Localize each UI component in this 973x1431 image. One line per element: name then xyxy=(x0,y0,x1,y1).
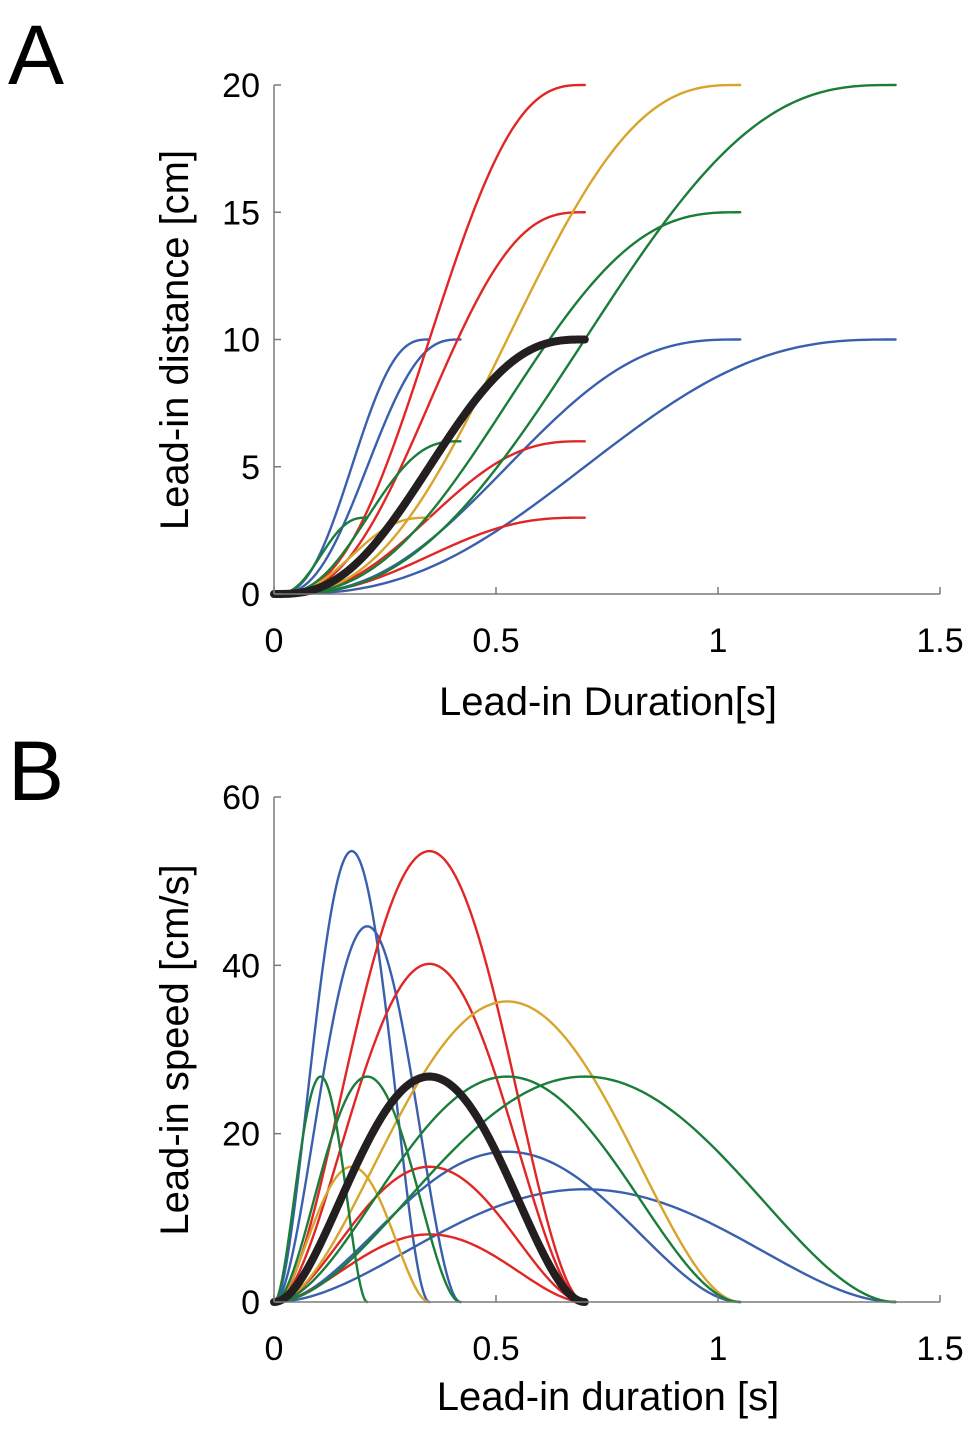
panel-a-y-tick-label: 5 xyxy=(241,449,260,487)
panel-b-series-line xyxy=(272,1165,586,1304)
panel-b-letter: B xyxy=(8,724,64,818)
panel-b-x-tick-label: 1.5 xyxy=(916,1330,963,1368)
panel-a-y-axis-title: Lead-in distance [cm] xyxy=(153,150,197,530)
panel-a-distance-chart: A 0 0.5 1 1.5 0 5 10 15 20 Lead-in Duration[s] L… xyxy=(8,8,964,724)
panel-a-x-tick-label: 1 xyxy=(709,622,728,660)
panel-a-x-axis-title: Lead-in Duration[s] xyxy=(439,680,777,724)
panel-b-y-tick-label: 20 xyxy=(222,1116,260,1154)
panel-a-series-line-highlighted xyxy=(270,335,589,598)
panel-b-series-line xyxy=(272,925,462,1304)
panel-b-axes: 0 0.5 1 1.5 0 20 40 60 xyxy=(222,779,963,1368)
panel-a-y-tick-label: 20 xyxy=(222,67,260,105)
panel-b-series-line xyxy=(272,1150,742,1304)
panel-b-y-tick-label: 60 xyxy=(222,779,260,817)
panel-a-series-line xyxy=(272,83,742,596)
panel-b-speed-chart: B 0 0.5 1 1.5 0 20 40 60 Lead-in duration [s] L… xyxy=(8,724,964,1419)
panel-b-series-line xyxy=(272,1075,462,1304)
panel-b-y-tick-label: 40 xyxy=(222,947,260,985)
panel-b-x-axis-title: Lead-in duration [s] xyxy=(437,1375,779,1419)
panel-a-x-tick-label: 1.5 xyxy=(916,622,963,660)
panel-a-series-line xyxy=(272,516,431,596)
panel-a-series-line xyxy=(272,211,586,596)
panel-b-y-axis-title: Lead-in speed [cm/s] xyxy=(153,864,197,1235)
panel-a-y-tick-label: 15 xyxy=(222,194,260,232)
panel-a-y-tick-label: 10 xyxy=(222,322,260,360)
panel-a-x-tick-label: 0.5 xyxy=(472,622,519,660)
panel-a-axes: 0 0.5 1 1.5 0 5 10 15 20 xyxy=(222,67,963,660)
panel-b-series-line xyxy=(272,849,586,1304)
panel-a-letter: A xyxy=(8,8,64,102)
panel-b-series-line xyxy=(272,1075,369,1304)
panel-a-y-tick-label: 0 xyxy=(241,576,260,614)
panel-a-series-line xyxy=(272,338,897,596)
panel-b-series-line-highlighted xyxy=(270,1072,589,1306)
panel-b-x-tick-label: 1 xyxy=(709,1330,728,1368)
panel-b-series-line xyxy=(272,1000,742,1304)
panel-b-x-tick-label: 0 xyxy=(265,1330,284,1368)
panel-a-x-tick-label: 0 xyxy=(265,622,284,660)
panel-b-curves xyxy=(270,849,897,1306)
panel-a-series-line xyxy=(272,338,462,596)
panel-b-x-tick-label: 0.5 xyxy=(472,1330,519,1368)
panel-b-series-line xyxy=(272,1188,897,1304)
panel-a-series-line xyxy=(272,83,586,596)
panel-a-series-line xyxy=(272,211,742,596)
panel-b-series-line xyxy=(272,1075,897,1304)
panel-a-curves xyxy=(270,83,897,598)
panel-b-y-tick-label: 0 xyxy=(241,1284,260,1322)
